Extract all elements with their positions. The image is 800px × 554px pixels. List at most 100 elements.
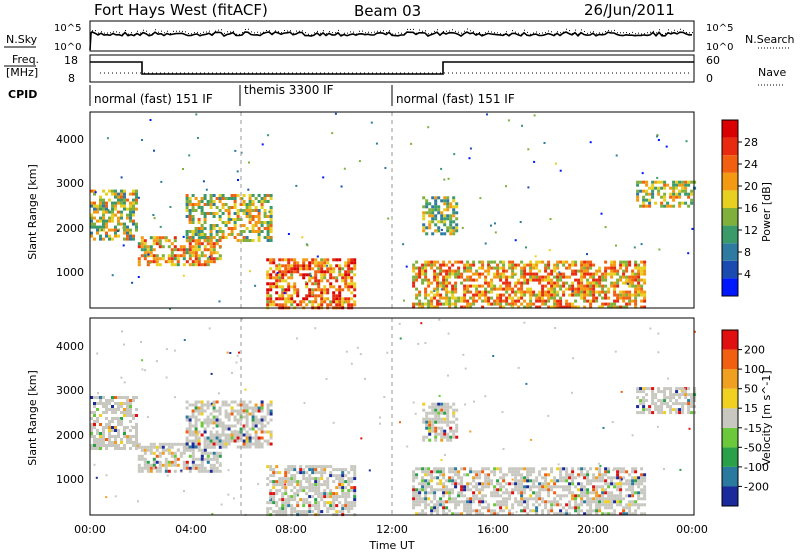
velocity-noise-point [217, 392, 220, 395]
power-echo-cell [200, 227, 204, 230]
power-echo-cell [589, 284, 593, 288]
power-echo-cell [200, 236, 204, 239]
velocity-echo-cell [583, 467, 587, 471]
power-echo-cell [660, 204, 664, 208]
power-noise-point [527, 148, 530, 151]
velocity-echo-cell [317, 492, 321, 496]
power-echo-cell [443, 199, 447, 203]
power-echo-cell [108, 219, 111, 223]
velocity-echo-cell [188, 466, 192, 470]
power-echo-cell [445, 299, 449, 303]
power-noise-point [438, 300, 441, 303]
power-echo-cell [631, 278, 635, 282]
power-echo-cell [188, 248, 192, 252]
velocity-echo-cell [493, 488, 497, 492]
power-echo-cell [194, 251, 198, 255]
power-echo-cell [209, 200, 213, 203]
velocity-echo-cell [654, 393, 658, 397]
power-echo-cell [651, 189, 655, 193]
power-echo-cell [526, 272, 530, 276]
power-noise-point [152, 214, 155, 216]
power-echo-cell [613, 290, 617, 294]
velocity-echo-cell [553, 482, 557, 486]
power-echo-cell [102, 198, 105, 202]
velocity-echo-cell [287, 483, 291, 487]
power-echo-cell [218, 230, 222, 233]
power-echo-cell [191, 218, 195, 221]
power-echo-cell [616, 293, 620, 297]
power-echo-cell [496, 263, 500, 267]
velocity-echo-cell [526, 512, 530, 516]
power-noise-point [334, 112, 337, 115]
power-echo-cell [604, 260, 608, 264]
power-echo-cell [589, 299, 593, 303]
power-echo-cell [455, 211, 459, 215]
velocity-echo-cell [449, 426, 453, 430]
power-noise-point [106, 137, 109, 140]
velocity-echo-cell [601, 512, 605, 516]
velocity-echo-cell [559, 497, 563, 501]
power-echo-cell [439, 269, 443, 273]
power-echo-cell [580, 263, 584, 267]
velocity-echo-cell [111, 411, 114, 414]
velocity-echo-cell [428, 426, 432, 430]
power-echo-cell [449, 223, 453, 227]
velocity-echo-cell [454, 470, 458, 474]
velocity-echo-cell [212, 451, 216, 455]
velocity-echo-cell [619, 482, 623, 486]
velocity-echo-cell [308, 483, 312, 487]
power-echo-cell [446, 226, 450, 230]
velocity-echo-cell [595, 485, 599, 489]
power-echo-cell [248, 215, 252, 218]
velocity-echo-cell [544, 506, 548, 510]
velocity-echo-cell [350, 477, 354, 481]
velocity-echo-cell [422, 438, 426, 442]
velocity-echo-cell [541, 476, 545, 480]
velocity-echo-cell [194, 436, 198, 440]
velocity-echo-cell [457, 470, 461, 474]
power-echo-cell [123, 231, 126, 235]
power-echo-cell [463, 305, 467, 309]
velocity-echo-cell [194, 430, 198, 434]
velocity-echo-cell [619, 512, 623, 516]
power-echo-cell [158, 257, 162, 261]
power-echo-cell [335, 297, 339, 301]
velocity-echo-cell [111, 408, 114, 411]
power-ytick-1000: 1000 [56, 266, 84, 279]
velocity-echo-cell [446, 423, 450, 427]
power-echo-cell [466, 269, 470, 273]
power-echo-cell [434, 214, 438, 218]
freq-tick-bottom: 8 [68, 72, 75, 85]
power-echo-cell [580, 281, 584, 285]
velocity-noise-point [656, 425, 659, 428]
velocity-echo-cell [625, 506, 629, 510]
velocity-echo-cell [499, 509, 503, 513]
power-echo-cell [329, 285, 333, 289]
colorbar-swatch [722, 388, 738, 409]
power-echo-cell [451, 263, 455, 267]
power-echo-cell [117, 216, 120, 220]
nave-tick-bottom: 0 [706, 72, 713, 85]
velocity-noise-point [219, 462, 222, 465]
velocity-echo-cell [129, 420, 132, 423]
velocity-echo-cell [535, 506, 539, 510]
velocity-echo-cell [490, 509, 494, 513]
power-echo-cell [206, 257, 210, 261]
power-noise-point [95, 208, 98, 211]
power-echo-cell [446, 208, 450, 212]
power-echo-cell [296, 288, 300, 292]
power-echo-cell [550, 272, 554, 276]
velocity-echo-cell [463, 503, 467, 507]
velocity-echo-cell [185, 415, 189, 419]
power-echo-cell [347, 267, 351, 271]
velocity-echo-cell [99, 396, 102, 399]
power-echo-cell [126, 234, 129, 238]
power-echo-cell [296, 267, 300, 271]
power-echo-cell [218, 215, 222, 218]
power-echo-cell [266, 294, 270, 298]
power-echo-cell [478, 275, 482, 279]
power-echo-cell [287, 258, 291, 262]
power-echo-cell [290, 297, 294, 301]
velocity-echo-cell [290, 504, 294, 508]
power-echo-cell [645, 198, 649, 202]
